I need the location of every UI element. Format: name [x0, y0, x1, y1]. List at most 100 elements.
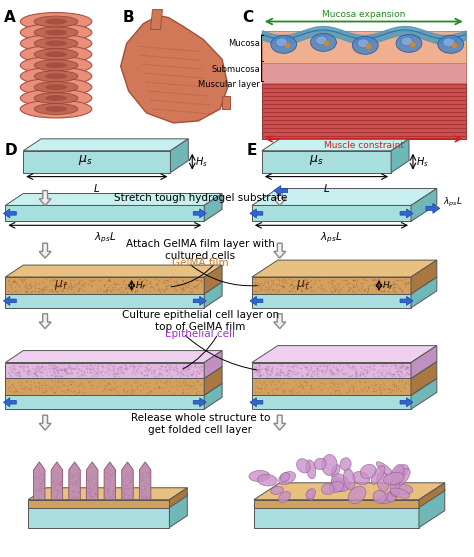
Point	[355, 286, 363, 295]
Point	[395, 361, 402, 370]
Point	[257, 384, 265, 393]
Point	[45, 287, 53, 296]
Point	[91, 370, 98, 379]
Point	[75, 285, 83, 294]
Polygon shape	[252, 294, 411, 308]
Point	[251, 277, 259, 286]
Point	[11, 364, 18, 373]
Ellipse shape	[306, 460, 316, 479]
Point	[350, 383, 357, 392]
Point	[167, 382, 175, 390]
Point	[197, 366, 205, 375]
Point	[380, 378, 387, 387]
Point	[59, 366, 66, 375]
Polygon shape	[5, 193, 222, 206]
Point	[58, 369, 65, 378]
Point	[125, 494, 132, 502]
Point	[318, 384, 325, 393]
Point	[7, 386, 14, 395]
Point	[117, 368, 125, 377]
Point	[100, 377, 108, 385]
Point	[142, 363, 149, 372]
Point	[35, 361, 42, 370]
Point	[329, 360, 337, 369]
Point	[105, 379, 113, 388]
Point	[328, 378, 335, 387]
Text: B: B	[123, 9, 134, 25]
Point	[67, 472, 74, 481]
Point	[87, 380, 95, 389]
Point	[257, 282, 265, 291]
Point	[177, 367, 184, 375]
Point	[354, 369, 361, 378]
Point	[137, 368, 145, 377]
Point	[390, 279, 397, 288]
Point	[164, 370, 171, 379]
Point	[87, 377, 95, 385]
Point	[267, 365, 275, 374]
Point	[92, 478, 100, 487]
Point	[123, 388, 130, 397]
Point	[349, 365, 357, 374]
Point	[93, 368, 100, 377]
Point	[106, 471, 114, 480]
Point	[38, 287, 46, 296]
Point	[59, 365, 66, 374]
Point	[75, 284, 82, 292]
Point	[303, 380, 310, 389]
Point	[321, 286, 329, 295]
Point	[143, 388, 151, 397]
Point	[182, 367, 190, 376]
Point	[319, 367, 326, 375]
Point	[49, 363, 57, 372]
Point	[5, 279, 12, 288]
Point	[392, 287, 400, 296]
Point	[69, 494, 77, 503]
Point	[5, 377, 12, 385]
Polygon shape	[250, 296, 263, 305]
Point	[173, 280, 181, 289]
Point	[115, 369, 122, 378]
Point	[30, 365, 37, 374]
Point	[5, 277, 13, 286]
Point	[109, 284, 117, 293]
Point	[119, 368, 127, 377]
Point	[64, 386, 72, 395]
Point	[69, 369, 76, 378]
Point	[376, 280, 384, 289]
Point	[85, 378, 93, 387]
Point	[349, 281, 356, 290]
Point	[27, 287, 35, 296]
Point	[262, 379, 270, 388]
Point	[23, 368, 30, 377]
Point	[256, 367, 264, 376]
Point	[307, 281, 315, 290]
Point	[192, 372, 200, 381]
Point	[161, 278, 169, 287]
Point	[38, 475, 46, 484]
Point	[272, 379, 279, 388]
Point	[61, 283, 68, 292]
Point	[10, 277, 18, 286]
Point	[301, 276, 309, 285]
Point	[399, 371, 406, 380]
Point	[299, 281, 306, 290]
Point	[391, 381, 398, 390]
Point	[191, 282, 198, 291]
Point	[378, 362, 386, 371]
Point	[273, 280, 280, 289]
Polygon shape	[3, 398, 16, 407]
Point	[166, 275, 174, 284]
Point	[403, 363, 410, 372]
Point	[134, 360, 141, 369]
Point	[106, 385, 114, 394]
Point	[52, 370, 60, 379]
Point	[293, 384, 301, 393]
Point	[276, 361, 283, 370]
Point	[303, 378, 311, 387]
Point	[126, 277, 133, 286]
Point	[141, 378, 149, 387]
Point	[51, 372, 58, 380]
Point	[80, 367, 87, 376]
Point	[7, 382, 14, 391]
